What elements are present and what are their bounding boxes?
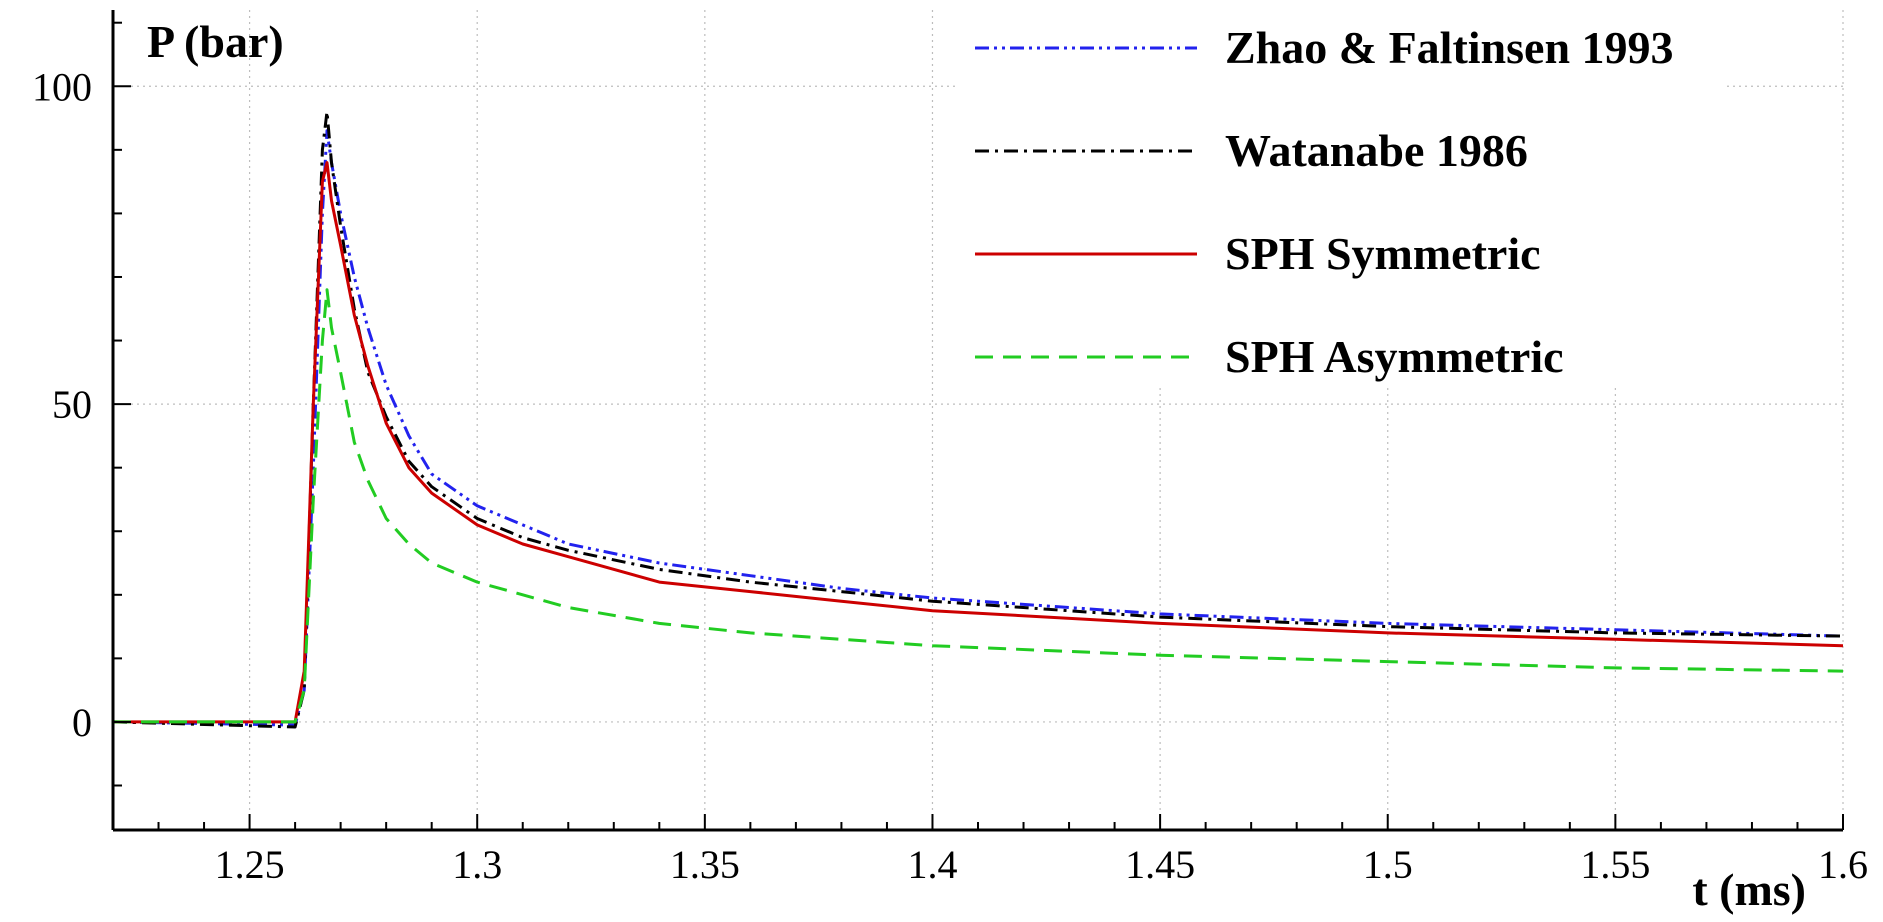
legend-label-3: SPH Asymmetric xyxy=(1225,331,1564,382)
legend-background xyxy=(955,6,1725,384)
series-lines xyxy=(112,110,1844,729)
x-tick-label: 1.5 xyxy=(1363,842,1413,887)
x-tick-label: 1.55 xyxy=(1580,842,1650,887)
y-tick-label: 0 xyxy=(72,700,92,745)
x-tick-label: 1.45 xyxy=(1125,842,1195,887)
series-line-2 xyxy=(113,161,1844,724)
x-tick-label: 1.25 xyxy=(215,842,285,887)
x-axis-title: t (ms) xyxy=(1692,864,1806,915)
y-tick-label: 100 xyxy=(32,64,92,109)
x-tick-label: 1.35 xyxy=(670,842,740,887)
y-tick-label: 50 xyxy=(52,382,92,427)
x-tick-label: 1.4 xyxy=(907,842,957,887)
legend-label-0: Zhao & Faltinsen 1993 xyxy=(1225,22,1674,73)
series-line-0 xyxy=(112,129,1844,727)
y-axis-title: P (bar) xyxy=(147,16,284,67)
tick-labels: 1.25 1.3 1.35 1.4 1.45 1.5 1.55 1.6 0 50 100 xyxy=(32,64,1868,887)
x-tick-label: 1.3 xyxy=(452,842,502,887)
legend-label-2: SPH Symmetric xyxy=(1225,228,1541,279)
legend-label-1: Watanabe 1986 xyxy=(1225,125,1528,176)
x-tick-label: 1.6 xyxy=(1818,842,1868,887)
series-line-3 xyxy=(113,288,1844,724)
legend: Zhao & Faltinsen 1993 Watanabe 1986 SPH Sy… xyxy=(955,6,1725,384)
axes xyxy=(111,10,1844,832)
